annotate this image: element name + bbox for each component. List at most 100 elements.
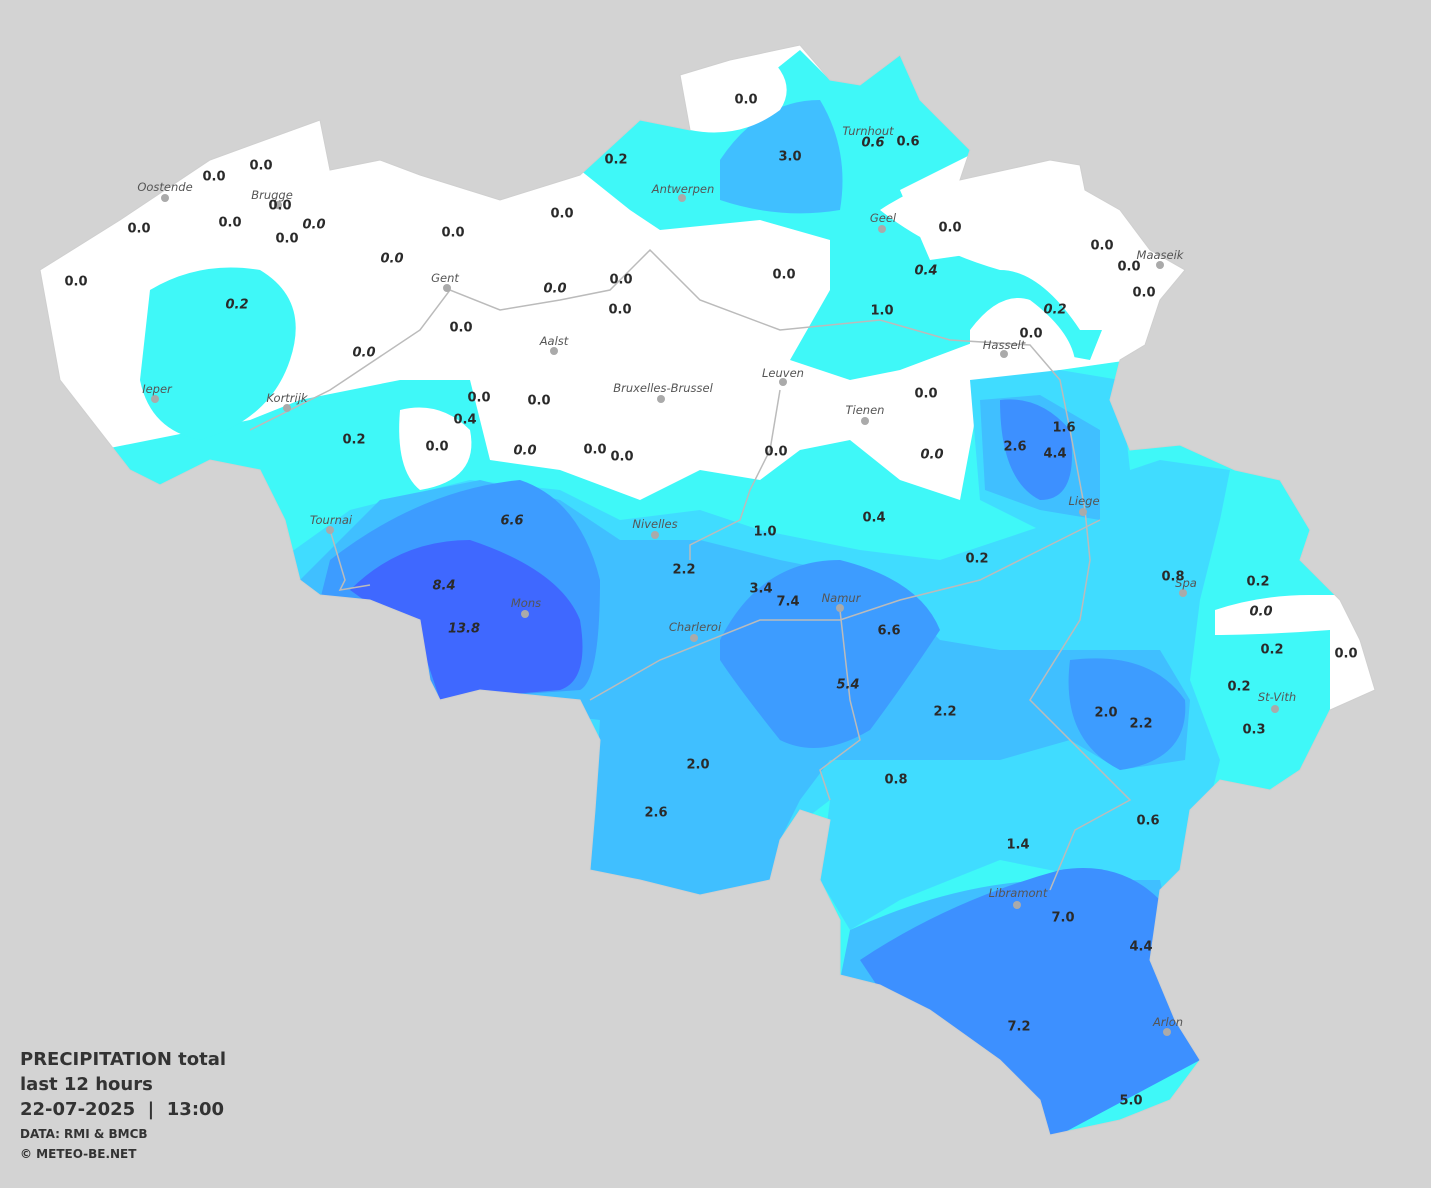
precip-value: 0.0 (583, 443, 606, 458)
city-label: Maaseik (1137, 248, 1185, 262)
city-dot (651, 531, 659, 539)
precip-value: 0.4 (914, 264, 937, 279)
city-dot (151, 395, 159, 403)
precip-value: 1.4 (1006, 838, 1029, 853)
city-label: Geel (870, 211, 897, 225)
precip-value: 0.8 (1161, 570, 1184, 585)
precip-value: 0.0 (938, 221, 961, 236)
precip-value: 0.0 (441, 226, 464, 241)
precip-value: 6.6 (500, 514, 523, 529)
precip-value: 0.0 (550, 207, 573, 222)
city-label: Tienen (846, 403, 885, 417)
precip-value: 0.0 (380, 252, 403, 267)
precip-value: 0.2 (1227, 680, 1250, 695)
legend-title: PRECIPITATION total (20, 1049, 226, 1070)
precip-value: 0.4 (862, 511, 885, 526)
legend-source: DATA: RMI & BMCB (20, 1127, 148, 1141)
precip-value: 3.0 (778, 150, 801, 165)
precip-value: 0.0 (249, 159, 272, 174)
city-label: Arlon (1152, 1015, 1183, 1029)
precip-value: 4.4 (1043, 447, 1066, 462)
precip-value: 0.0 (610, 450, 633, 465)
precip-value: 0.0 (1090, 239, 1113, 254)
precip-value: 0.0 (1249, 605, 1272, 620)
precip-value: 0.0 (1019, 327, 1042, 342)
city-label: Turnhout (842, 124, 894, 138)
city-label: Libramont (989, 886, 1048, 900)
precip-value: 0.0 (127, 222, 150, 237)
precip-value: 0.0 (449, 321, 472, 336)
city-dot (1156, 261, 1164, 269)
precip-value: 0.0 (275, 232, 298, 247)
city-dot (690, 634, 698, 642)
precip-value: 2.0 (1094, 706, 1117, 721)
city-label: Oostende (137, 180, 192, 194)
city-label: Brugge (251, 188, 293, 202)
precip-value: 0.4 (453, 413, 476, 428)
precip-value: 5.0 (1119, 1094, 1142, 1109)
precip-value: 2.2 (933, 705, 956, 720)
city-label: St-Vith (1258, 690, 1296, 704)
cities: Oostende Brugge Gent Antwerpen Turnhout Geel M… (137, 124, 1296, 1036)
precip-value: 0.0 (1334, 647, 1357, 662)
precip-value: 7.4 (776, 595, 799, 610)
city-dot (1163, 1028, 1171, 1036)
city-label: Namur (822, 591, 862, 605)
precip-value: 0.2 (604, 153, 627, 168)
precip-value: 0.2 (965, 552, 988, 567)
city-dot (274, 201, 282, 209)
precip-value: 13.8 (448, 622, 480, 637)
city-dot (1013, 901, 1021, 909)
precip-value: 0.0 (1132, 286, 1155, 301)
city-dot (657, 395, 665, 403)
city-label: Leuven (762, 366, 804, 380)
precip-value: 8.4 (432, 579, 455, 594)
precip-value: 6.6 (877, 624, 900, 639)
city-label: Bruxelles-Brussel (613, 381, 713, 395)
precip-value: 0.2 (1246, 575, 1269, 590)
city-dot (283, 404, 291, 412)
precip-value: 5.4 (836, 678, 859, 693)
city-label: Charleroi (669, 620, 722, 634)
city-dot (836, 604, 844, 612)
precip-value: 0.6 (1136, 814, 1159, 829)
precip-value: 7.0 (1051, 911, 1074, 926)
city-label: Spa (1175, 576, 1197, 590)
precip-value: 0.0 (64, 275, 87, 290)
legend-datetime: 22-07-2025 | 13:00 (20, 1099, 224, 1120)
values: 0.0 0.2 3.0 0.6 0.6 0.0 0.0 0.0 0.0 0.0 0.0 0.0 0.0 0… (64, 93, 1357, 1109)
precip-value: 2.2 (672, 563, 695, 578)
precip-value: 0.0 (268, 199, 291, 214)
city-dot (1079, 508, 1087, 516)
legend-credit: © METEO-BE.NET (20, 1147, 137, 1161)
city-label: Liege (1068, 494, 1099, 508)
city-dot (550, 347, 558, 355)
precip-value: 2.0 (686, 758, 709, 773)
precip-value: 0.8 (884, 773, 907, 788)
precip-value: 0.0 (734, 93, 757, 108)
precip-value: 1.0 (870, 304, 893, 319)
city-dot (443, 284, 451, 292)
precip-value: 0.2 (225, 298, 248, 313)
precip-value: 0.0 (764, 445, 787, 460)
city-dot (161, 194, 169, 202)
precip-value: 0.0 (467, 391, 490, 406)
precip-value: 0.0 (920, 448, 943, 463)
city-label: Nivelles (632, 517, 677, 531)
precip-value: 0.0 (527, 394, 550, 409)
precip-value: 0.0 (302, 218, 325, 233)
city-dot (878, 225, 886, 233)
city-label: Tournai (310, 513, 353, 527)
precip-value: 0.0 (914, 387, 937, 402)
precip-value: 0.6 (861, 136, 884, 151)
city-label: Mons (511, 596, 541, 610)
city-dot (678, 194, 686, 202)
precip-value: 0.6 (896, 135, 919, 150)
legend: PRECIPITATION total last 12 hours 22-07-… (20, 1049, 226, 1161)
city-dot (861, 417, 869, 425)
precip-value: 2.6 (644, 806, 667, 821)
city-dot (1271, 705, 1279, 713)
precip-value: 0.0 (202, 170, 225, 185)
